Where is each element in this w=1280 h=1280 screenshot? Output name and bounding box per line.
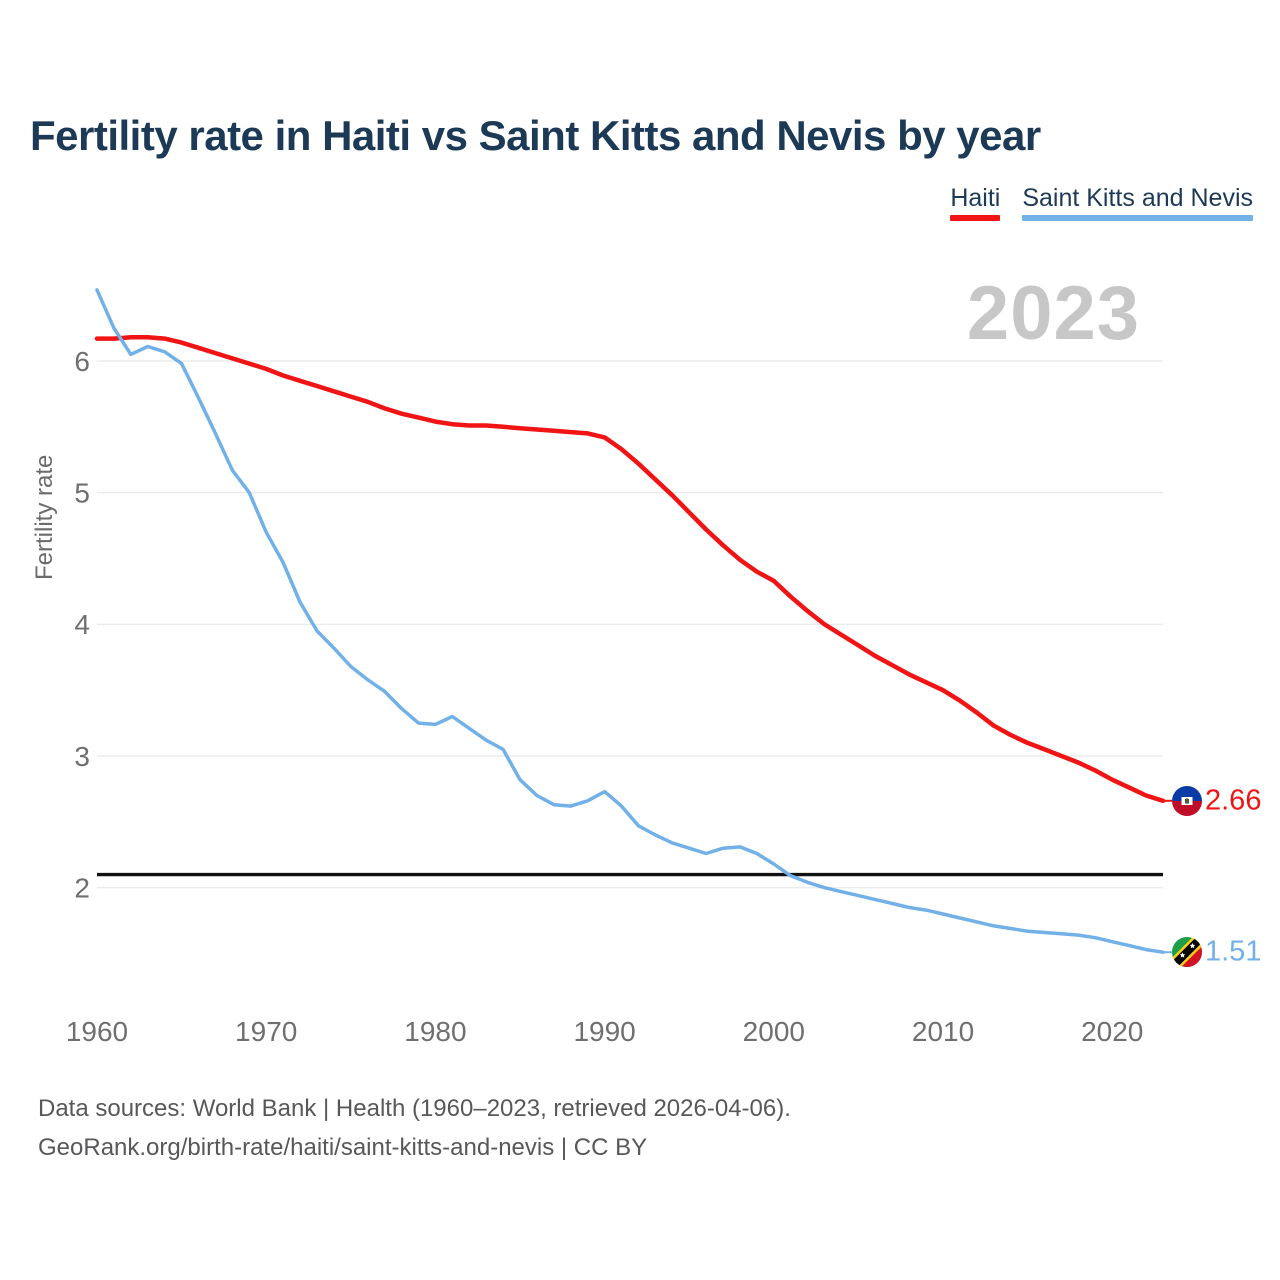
- legend-item-saint-kitts-and-nevis[interactable]: Saint Kitts and Nevis: [1022, 186, 1253, 221]
- legend-underline-haiti: [950, 215, 1001, 221]
- legend-underline-saint-kitts-and-nevis: [1022, 215, 1253, 221]
- legend: Haiti Saint Kitts and Nevis: [950, 186, 1253, 221]
- x-tick-2000: 2000: [743, 1016, 805, 1047]
- x-tick-2020: 2020: [1081, 1016, 1143, 1047]
- y-tick-3: 3: [74, 741, 90, 772]
- footer-attribution: Data sources: World Bank | Health (1960–…: [38, 1090, 791, 1168]
- legend-item-haiti[interactable]: Haiti: [950, 184, 1001, 221]
- y-tick-5: 5: [74, 477, 90, 508]
- footer-url: GeoRank.org/birth-rate/haiti/saint-kitts…: [38, 1133, 648, 1161]
- footer-data-sources: Data sources: World Bank | Health (1960–…: [38, 1095, 791, 1122]
- x-tick-1980: 1980: [404, 1016, 466, 1047]
- x-tick-1960: 1960: [66, 1016, 128, 1047]
- y-tick-2: 2: [74, 873, 90, 904]
- haiti-end-value: 2.66: [1205, 784, 1262, 817]
- x-tick-1970: 1970: [235, 1016, 297, 1047]
- y-tick-4: 4: [74, 609, 90, 640]
- year-watermark: 2023: [966, 271, 1140, 356]
- x-tick-2010: 2010: [912, 1016, 974, 1047]
- saint-kitts-and-nevis-end-value: 1.51: [1205, 935, 1262, 968]
- y-tick-6: 6: [74, 346, 90, 377]
- haiti-flag-icon: [1172, 785, 1202, 816]
- legend-label-haiti: Haiti: [950, 184, 1001, 212]
- series-line-haiti: [94, 335, 1166, 804]
- page-title: Fertility rate in Haiti vs Saint Kitts a…: [30, 112, 1041, 159]
- series-line-saint-kitts-and-nevis: [95, 288, 1165, 954]
- x-tick-1990: 1990: [573, 1016, 635, 1047]
- saint-kitts-and-nevis-flag-icon: [1172, 937, 1202, 968]
- legend-label-saint-kitts-and-nevis: Saint Kitts and Nevis: [1022, 184, 1253, 212]
